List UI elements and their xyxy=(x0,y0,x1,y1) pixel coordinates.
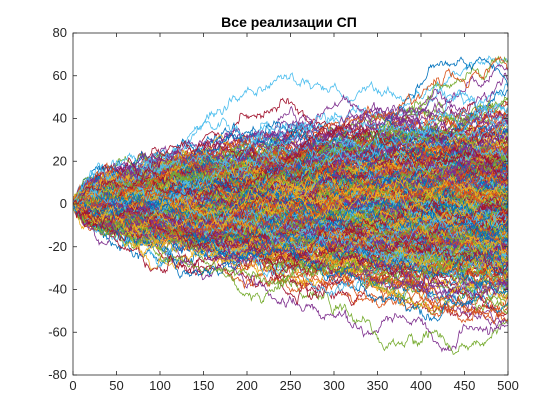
x-tick-label-200: 200 xyxy=(236,378,258,393)
y-tick-label-0: 0 xyxy=(60,196,67,211)
y-tick-label-60: 60 xyxy=(53,68,67,83)
x-tick-label-350: 350 xyxy=(367,378,389,393)
chart-title: Все реализации СП xyxy=(221,14,357,30)
x-tick-label-50: 50 xyxy=(109,378,123,393)
x-tick-label-0: 0 xyxy=(69,378,76,393)
x-tick-label-400: 400 xyxy=(410,378,432,393)
y-tick-label--40: -40 xyxy=(48,282,67,297)
y-tick-label--60: -60 xyxy=(48,324,67,339)
x-tick-label-450: 450 xyxy=(454,378,476,393)
y-tick-label-20: 20 xyxy=(53,153,67,168)
x-tick-label-150: 150 xyxy=(193,378,215,393)
x-tick-label-300: 300 xyxy=(323,378,345,393)
y-tick-label--80: -80 xyxy=(48,367,67,382)
y-tick-label-80: 80 xyxy=(53,25,67,40)
x-tick-label-100: 100 xyxy=(149,378,171,393)
x-tick-label-500: 500 xyxy=(497,378,519,393)
y-tick-label-40: 40 xyxy=(53,111,67,126)
x-tick-label-250: 250 xyxy=(280,378,302,393)
y-tick-label--20: -20 xyxy=(48,239,67,254)
